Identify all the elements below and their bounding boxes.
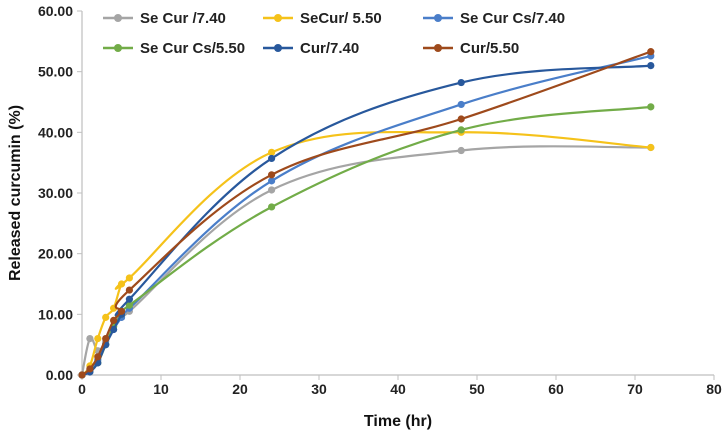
data-point bbox=[268, 148, 276, 156]
data-point bbox=[268, 154, 276, 163]
series-se-cur-7-40 bbox=[78, 143, 655, 379]
y-tick-label: 20.00 bbox=[38, 246, 73, 262]
data-point bbox=[110, 325, 118, 334]
series-se-cur-cs-7-40 bbox=[78, 52, 655, 379]
legend-label: Cur/7.40 bbox=[300, 40, 359, 57]
data-point bbox=[647, 48, 655, 56]
y-axis-title: Released curcumin (%) bbox=[7, 105, 24, 281]
x-axis-title: Time (hr) bbox=[364, 413, 432, 430]
x-tick-label: 60 bbox=[548, 381, 564, 397]
data-point bbox=[125, 295, 133, 303]
data-point bbox=[457, 100, 465, 109]
x-tick-label: 20 bbox=[232, 381, 248, 397]
x-tick-label: 10 bbox=[153, 381, 169, 397]
x-tick-label: 70 bbox=[627, 381, 643, 397]
legend-swatch-marker bbox=[114, 44, 122, 52]
legend-item: Se Cur Cs/7.40 bbox=[423, 10, 565, 27]
y-tick-label: 0.00 bbox=[46, 367, 73, 383]
series-line bbox=[80, 145, 651, 376]
legend-swatch-marker bbox=[114, 14, 122, 22]
data-point bbox=[457, 126, 465, 134]
series-cur-5-50 bbox=[78, 48, 655, 379]
legend-label: Se Cur /7.40 bbox=[140, 10, 226, 27]
data-point bbox=[457, 146, 465, 155]
legend-label: Se Cur Cs/7.40 bbox=[460, 10, 565, 27]
y-tick-label: 50.00 bbox=[38, 64, 73, 80]
legend-swatch-marker bbox=[274, 14, 282, 22]
data-point bbox=[117, 280, 126, 288]
legend-swatch-marker bbox=[434, 14, 442, 22]
data-point bbox=[102, 335, 110, 343]
data-point bbox=[268, 186, 276, 194]
series-line bbox=[81, 54, 652, 376]
data-point bbox=[647, 62, 655, 70]
data-point bbox=[647, 103, 655, 111]
series-lines bbox=[78, 48, 655, 379]
legend-item: Se Cur Cs/5.50 bbox=[103, 40, 245, 57]
data-point bbox=[86, 335, 94, 343]
legend-label: Se Cur Cs/5.50 bbox=[140, 40, 245, 57]
data-point bbox=[94, 353, 102, 361]
data-point bbox=[110, 316, 118, 324]
x-tick-label: 0 bbox=[78, 381, 86, 397]
data-point bbox=[102, 313, 110, 321]
series-line bbox=[81, 50, 652, 376]
data-point bbox=[86, 365, 94, 373]
data-point bbox=[457, 115, 465, 123]
y-tick-label: 10.00 bbox=[38, 306, 73, 322]
data-point bbox=[125, 301, 133, 309]
legend-label: SeCur/ 5.50 bbox=[300, 10, 382, 27]
x-tick-label: 30 bbox=[311, 381, 327, 397]
legend-label: Cur/5.50 bbox=[460, 40, 519, 57]
data-point bbox=[268, 177, 276, 185]
data-point bbox=[268, 203, 276, 211]
legend-item: Cur/7.40 bbox=[263, 40, 359, 57]
x-tick-label: 80 bbox=[706, 381, 722, 397]
data-point bbox=[647, 143, 655, 152]
y-tick-label: 60.00 bbox=[38, 3, 73, 19]
data-point bbox=[457, 78, 465, 87]
data-point bbox=[268, 171, 276, 179]
x-tick-label: 40 bbox=[390, 381, 406, 397]
y-tick-label: 40.00 bbox=[38, 124, 73, 140]
legend-swatch-marker bbox=[274, 44, 282, 52]
series-secur-5-50 bbox=[78, 128, 655, 379]
data-point bbox=[125, 286, 133, 294]
tick-labels: 0 10 20 30 40 50 60 70 80 0.00 10.00 20.00 30.00 40.0… bbox=[38, 3, 722, 397]
data-point bbox=[94, 335, 102, 343]
data-point bbox=[117, 307, 126, 315]
y-tick-label: 30.00 bbox=[38, 185, 73, 201]
legend-swatch-marker bbox=[434, 44, 442, 52]
series-cur-7-40 bbox=[78, 62, 655, 379]
series-line bbox=[81, 64, 651, 377]
legend-item: Cur/5.50 bbox=[423, 40, 519, 57]
legend: Se Cur /7.40 SeCur/ 5.50 Se Cur Cs/7.40 Se … bbox=[103, 10, 565, 57]
legend-item: SeCur/ 5.50 bbox=[263, 10, 382, 27]
axes bbox=[81, 11, 714, 376]
legend-item: Se Cur /7.40 bbox=[103, 10, 226, 27]
data-point bbox=[125, 274, 133, 282]
x-tick-label: 50 bbox=[469, 381, 485, 397]
data-point bbox=[78, 371, 86, 379]
